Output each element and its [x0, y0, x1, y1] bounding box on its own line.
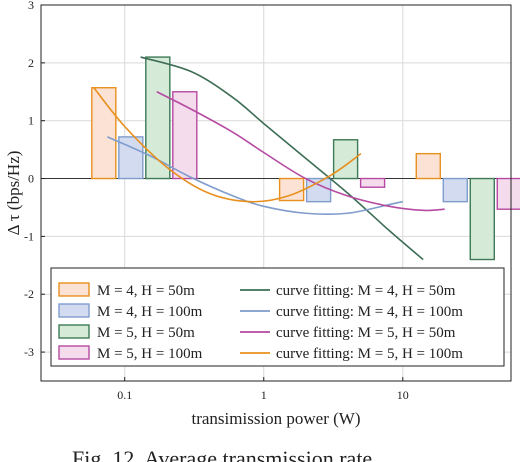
- legend-label: curve fitting: M = 4, H = 100m: [276, 304, 463, 320]
- bar: [415, 152, 441, 180]
- fit-curve: [140, 56, 424, 261]
- legend-label: M = 5, H = 100m: [97, 346, 203, 362]
- legend-label: curve fitting: M = 5, H = 50m: [276, 325, 456, 341]
- x-tick-label: 10: [397, 388, 409, 402]
- curves: [93, 56, 445, 261]
- y-axis-ticks: -3 -2 -1 0 1 2 3: [24, 0, 45, 359]
- legend-label: M = 4, H = 50m: [97, 283, 195, 299]
- figure-caption: Fig. 12. Average transmission rate: [72, 446, 373, 462]
- y-tick-label: 1: [28, 114, 34, 128]
- bar: [359, 177, 386, 188]
- y-tick-label: 3: [28, 0, 34, 12]
- y-axis-label: Δ τ (bps/Hz): [4, 151, 23, 236]
- x-axis-label: transimission power (W): [191, 409, 360, 428]
- legend-box: [50, 267, 505, 367]
- bar: [91, 87, 117, 180]
- bar: [469, 177, 495, 261]
- x-axis-ticks: 0.1 1 10: [117, 377, 409, 402]
- fit-curve: [93, 87, 362, 203]
- legend-swatch: [58, 324, 90, 339]
- x-tick-label: 0.1: [117, 388, 132, 402]
- bar: [145, 56, 171, 180]
- bar: [172, 91, 198, 180]
- legend-swatch: [58, 303, 90, 318]
- y-tick-label: 2: [28, 56, 34, 70]
- y-tick-label: -2: [24, 287, 34, 301]
- plot-frame: [40, 4, 512, 382]
- fit-curve: [156, 91, 445, 212]
- legend-swatch: [58, 282, 90, 297]
- legend-label: curve fitting: M = 4, H = 50m: [276, 283, 456, 299]
- legend-label: curve fitting: M = 5, H = 100m: [276, 346, 463, 362]
- bars: [91, 56, 520, 261]
- figure-caption-wrap: Fig. 12. Average transmission rate: [0, 446, 520, 462]
- legend: M = 4, H = 50m M = 4, H = 100m M = 5, H = …: [50, 267, 505, 367]
- y-tick-label: 0: [28, 172, 34, 186]
- y-tick-label: -1: [24, 229, 34, 243]
- legend-swatch: [58, 345, 90, 360]
- legend-label: M = 4, H = 100m: [97, 304, 203, 320]
- bar: [496, 177, 520, 210]
- y-tick-label: -3: [24, 345, 34, 359]
- x-tick-label: 1: [261, 388, 267, 402]
- bar: [442, 177, 468, 203]
- legend-label: M = 5, H = 50m: [97, 325, 195, 341]
